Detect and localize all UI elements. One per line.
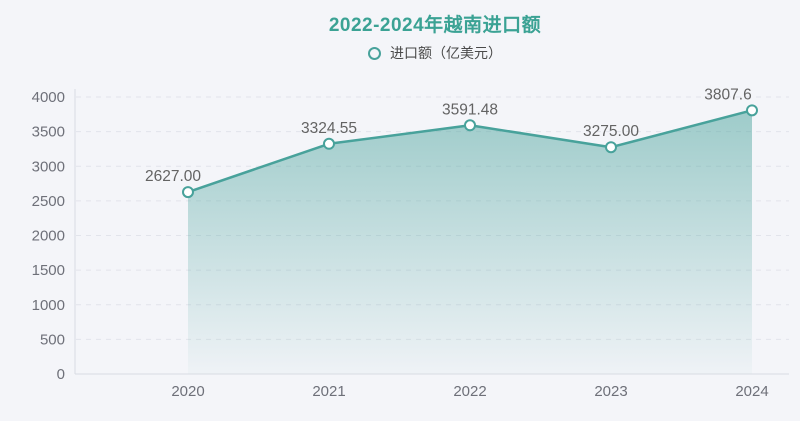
x-tick-label: 2023 [594, 383, 627, 400]
y-tick-label: 500 [40, 331, 65, 348]
data-point-label: 2627.00 [145, 168, 201, 185]
data-point-marker[interactable] [323, 137, 335, 150]
x-tick-label: 2024 [735, 383, 768, 400]
legend-item-imports[interactable]: 进口额（亿美元） [80, 43, 790, 63]
x-tick-label: 2022 [453, 383, 486, 400]
data-point-marker[interactable] [746, 104, 758, 117]
y-tick-label: 0 [57, 366, 65, 383]
chart-title: 2022-2024年越南进口额 [328, 15, 542, 36]
x-tick-label: 2021 [312, 383, 345, 400]
y-tick-label: 1000 [32, 297, 65, 314]
area-fill [188, 110, 752, 374]
y-tick-label: 4000 [32, 89, 65, 106]
y-tick-label: 2500 [32, 193, 65, 210]
y-tick-label: 1500 [32, 262, 65, 279]
data-point-label: 3591.48 [442, 101, 498, 118]
y-tick-label: 3500 [32, 124, 65, 141]
data-point-marker[interactable] [464, 119, 476, 132]
legend-circle-icon [368, 46, 381, 60]
y-tick-label: 2000 [32, 228, 65, 245]
data-point-marker[interactable] [182, 186, 194, 199]
y-tick-label: 3000 [32, 158, 65, 175]
data-point-label: 3807.6 [704, 86, 751, 103]
x-tick-label: 2020 [171, 383, 204, 400]
legend-label: 进口额（亿美元） [390, 45, 502, 61]
data-point-label: 3324.55 [301, 120, 357, 137]
data-point-marker[interactable] [605, 141, 617, 154]
data-point-label: 3275.00 [583, 123, 639, 140]
